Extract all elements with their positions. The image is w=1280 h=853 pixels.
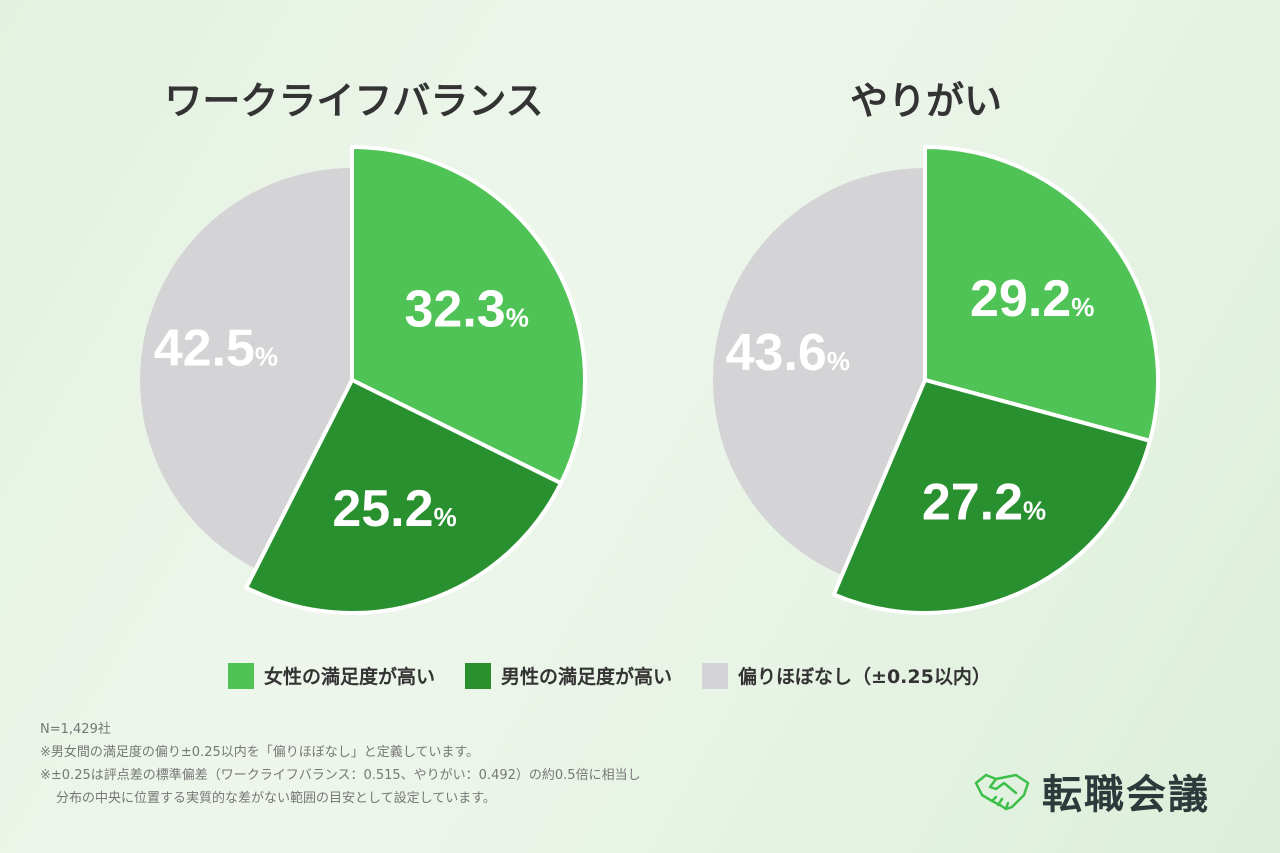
- legend: 女性の満足度が高い 男性の満足度が高い 偏りほぼなし（±0.25以内）: [228, 662, 991, 689]
- footnotes: N=1,429社 ※男女間の満足度の偏り±0.25以内を「偏りほぼなし」と定義し…: [40, 718, 641, 810]
- logo: 転職会議: [972, 762, 1210, 820]
- chart-title-yarigai: やりがい: [849, 79, 1002, 123]
- legend-item-women: 女性の満足度が高い: [228, 662, 435, 689]
- slice-men: [831, 378, 1152, 615]
- slice-none: [713, 168, 925, 576]
- logo-text: 転職会議: [1042, 772, 1210, 818]
- legend-label: 女性の満足度が高い: [264, 666, 436, 688]
- slice-men: [244, 378, 563, 615]
- slice-women: [350, 145, 587, 486]
- footnote: 分布の中央に位置する実質的な差がない範囲の目安として設定しています。: [56, 791, 496, 806]
- legend-item-none: 偏りほぼなし（±0.25以内）: [702, 662, 991, 689]
- footnote: ※±0.25は評点差の標準偏差（ワークライフバランス：0.515、やりがい：0.…: [40, 768, 641, 783]
- chart-title-work-life-balance: ワークライフバランス: [164, 79, 544, 123]
- legend-label: 偏りほぼなし（±0.25以内）: [738, 666, 991, 688]
- slice-women: [923, 145, 1160, 443]
- legend-item-men: 男性の満足度が高い: [465, 662, 672, 689]
- sample-size: N=1,429社: [40, 722, 111, 737]
- slice-none: [140, 168, 352, 569]
- footnote: ※男女間の満足度の偏り±0.25以内を「偏りほぼなし」と定義しています。: [40, 745, 480, 760]
- handshake-icon: [974, 773, 1030, 811]
- legend-label: 男性の満足度が高い: [501, 666, 673, 688]
